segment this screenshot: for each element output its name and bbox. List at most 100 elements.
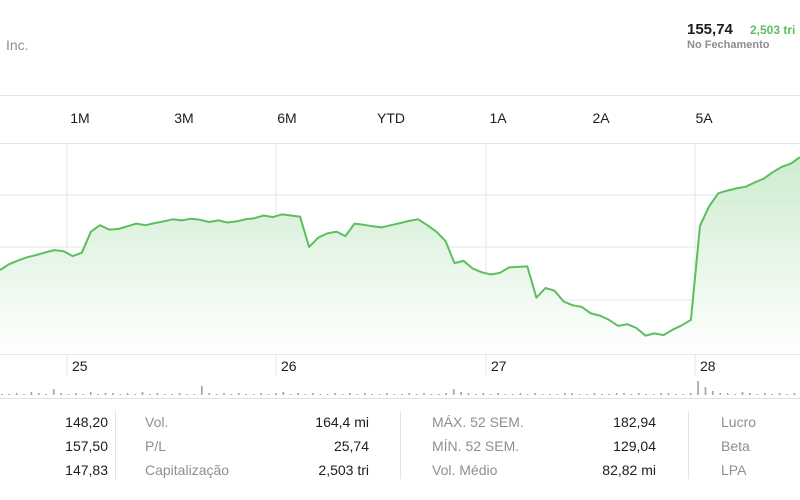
range-2a-button[interactable]: 2A bbox=[592, 110, 610, 126]
volume-bar bbox=[38, 393, 40, 395]
volume-bar bbox=[534, 393, 536, 395]
range-ytd-button[interactable]: YTD bbox=[377, 110, 405, 126]
volume-bar bbox=[408, 393, 410, 395]
volume-bar bbox=[126, 393, 129, 395]
volume-bar bbox=[430, 394, 433, 395]
stats-divider bbox=[0, 398, 800, 399]
volume-bar bbox=[260, 393, 262, 395]
volume-bar bbox=[445, 393, 447, 395]
volume-bar bbox=[512, 394, 514, 395]
volume-bar bbox=[504, 394, 507, 395]
price-area-fill bbox=[0, 157, 800, 354]
volume-bar bbox=[660, 393, 662, 395]
range-1m-button[interactable]: 1M bbox=[70, 110, 90, 126]
volume-bar bbox=[630, 394, 633, 395]
volume-bar bbox=[341, 394, 344, 395]
current-price: 155,74 bbox=[687, 21, 733, 38]
volume-bar bbox=[371, 394, 373, 395]
stat-earnings-label: Lucro bbox=[721, 414, 757, 430]
volume-bar bbox=[756, 394, 759, 395]
range-6m-button[interactable]: 6M bbox=[277, 110, 297, 126]
volume-bar bbox=[186, 394, 188, 395]
volume-bar bbox=[112, 393, 114, 395]
x-tick-label: 28 bbox=[700, 358, 716, 374]
volume-bar bbox=[141, 392, 144, 395]
volume-bar bbox=[297, 393, 299, 395]
price-chart[interactable]: 25 26 27 28 bbox=[0, 143, 800, 398]
stats-panel: 148,20 157,50 147,83 Vol. 164,4 mi P/L 2… bbox=[0, 398, 800, 500]
stat-avg-volume-value: 82,82 mi bbox=[602, 462, 656, 478]
x-tick-label: 27 bbox=[491, 358, 507, 374]
range-5a-button[interactable]: 5A bbox=[695, 110, 713, 126]
stat-market-cap-label: Capitalização bbox=[145, 462, 230, 478]
volume-bar bbox=[423, 393, 425, 395]
volume-bar bbox=[97, 394, 99, 395]
volume-bar bbox=[393, 394, 396, 395]
stat-market-cap-value: 2,503 tri bbox=[318, 462, 369, 478]
range-3m-button[interactable]: 3M bbox=[174, 110, 194, 126]
volume-bar bbox=[719, 393, 722, 395]
volume-bar bbox=[267, 394, 270, 395]
x-tick-label: 25 bbox=[72, 358, 88, 374]
volume-bar bbox=[252, 394, 255, 395]
range-1a-button[interactable]: 1A bbox=[489, 110, 507, 126]
volume-bar bbox=[734, 394, 736, 395]
volume-bar bbox=[67, 394, 70, 395]
volume-bar bbox=[334, 393, 336, 395]
volume-bar bbox=[475, 394, 477, 395]
volume-bar bbox=[60, 393, 62, 395]
volume-bar bbox=[704, 387, 707, 395]
volume-bar bbox=[519, 393, 522, 395]
stat-52w-low-value: 129,04 bbox=[613, 438, 656, 454]
volume-bar bbox=[238, 393, 240, 395]
volume-bar bbox=[741, 392, 744, 395]
stat-beta-label: Beta bbox=[721, 438, 750, 454]
volume-bar bbox=[489, 394, 492, 395]
stats-separator bbox=[400, 411, 401, 479]
volume-bar bbox=[778, 393, 781, 395]
volume-bar bbox=[193, 394, 196, 395]
volume-bar bbox=[289, 394, 292, 395]
price-chart-area[interactable]: 25 26 27 28 bbox=[0, 143, 800, 398]
stat-volume-label: Vol. bbox=[145, 414, 169, 430]
stat-high-value: 157,50 bbox=[65, 438, 108, 454]
volume-bar bbox=[208, 393, 210, 395]
volume-bar bbox=[15, 393, 18, 395]
volume-bar bbox=[467, 393, 470, 395]
volume-bar bbox=[689, 393, 692, 395]
volume-bar bbox=[149, 394, 151, 395]
volume-bar bbox=[364, 393, 366, 395]
volume-bar bbox=[764, 393, 766, 395]
volume-bar bbox=[304, 394, 307, 395]
volume-bar bbox=[541, 394, 544, 395]
stat-52w-high-label: MÁX. 52 SEM. bbox=[432, 414, 524, 430]
volume-bar bbox=[608, 394, 610, 395]
volume-bar bbox=[201, 386, 203, 395]
volume-bar bbox=[652, 394, 655, 395]
volume-bar bbox=[564, 393, 566, 395]
volume-bar bbox=[356, 394, 359, 395]
volume-bar bbox=[223, 393, 225, 395]
stat-low-value: 147,83 bbox=[65, 462, 108, 478]
volume-bar bbox=[549, 394, 551, 395]
volume-bar bbox=[245, 394, 247, 395]
volume-bar bbox=[482, 393, 485, 395]
volume-bar bbox=[593, 393, 596, 395]
volume-bar bbox=[230, 394, 233, 395]
volume-bar bbox=[771, 394, 773, 395]
volume-bar bbox=[401, 394, 403, 395]
volume-bar bbox=[749, 393, 751, 395]
volume-bar bbox=[638, 393, 640, 395]
volume-bar bbox=[497, 393, 499, 395]
volume-bar bbox=[786, 394, 788, 395]
volume-bar bbox=[164, 394, 166, 395]
volume-bar bbox=[45, 394, 47, 395]
stats-separator bbox=[688, 411, 689, 479]
volume-bar bbox=[438, 394, 440, 395]
volume-bar bbox=[1, 394, 3, 395]
quote-header: Inc. 155,74 2,503 tri No Fechamento bbox=[0, 0, 800, 95]
x-tick-label: 26 bbox=[281, 358, 297, 374]
volume-bar bbox=[104, 393, 107, 395]
volume-bar bbox=[378, 394, 381, 395]
volume-bar bbox=[171, 394, 173, 395]
